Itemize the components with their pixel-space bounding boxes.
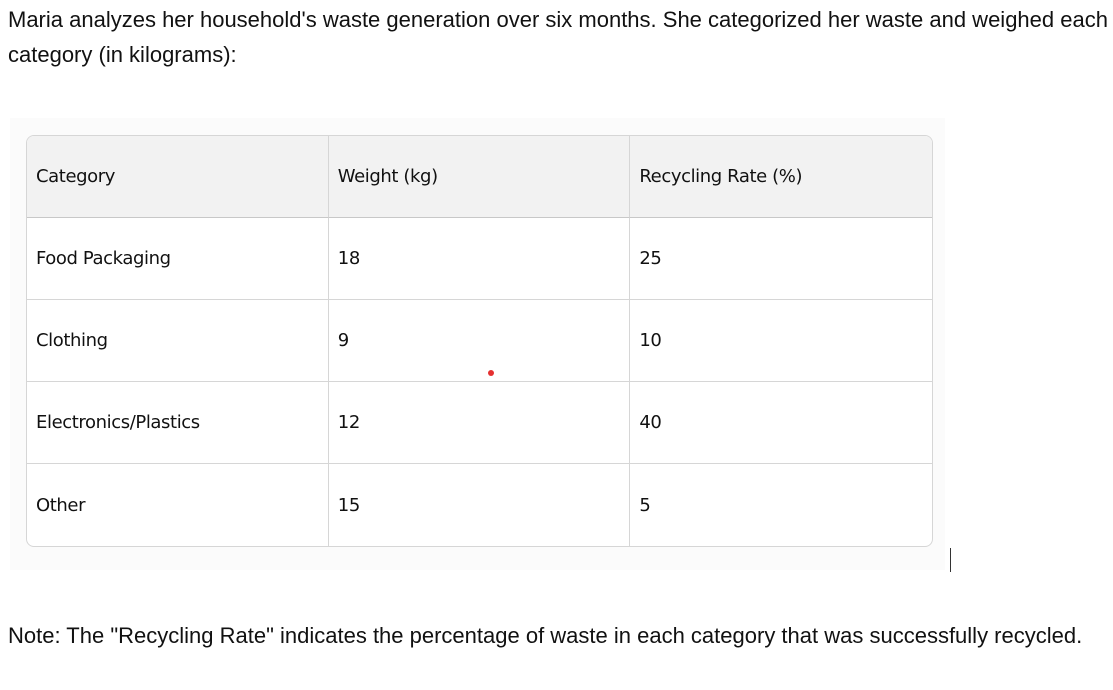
table-head: Category Weight (kg) Recycling Rate (%) — [27, 136, 932, 218]
table-cell: 12 — [328, 382, 631, 464]
table-cell: 5 — [639, 494, 651, 516]
table-cell: 25 — [630, 218, 932, 300]
pointer-dot — [488, 370, 494, 376]
table-cell: 18 — [328, 218, 631, 300]
table-row: Clothing 9 10 — [27, 300, 932, 382]
table-cell: 10 — [630, 300, 932, 382]
table-cell: 15 — [329, 464, 631, 546]
intro-text: Maria analyzes her household's waste gen… — [8, 7, 1108, 67]
header-row: Category Weight (kg) Recycling Rate (%) — [27, 136, 932, 218]
table-body: Food Packaging 18 25 Clothing 9 10 Electronics… — [27, 218, 932, 546]
table-cell: Food Packaging — [27, 218, 329, 300]
table-row: Electronics/Plastics 12 40 — [27, 382, 932, 464]
table-cell: Clothing — [27, 300, 329, 382]
header-cell: Recycling Rate (%) — [630, 136, 932, 218]
table-row: Other 15 5 — [27, 464, 932, 546]
text-cursor — [950, 548, 951, 572]
table-cell: 9 — [328, 300, 631, 382]
table-row: Food Packaging 18 25 — [27, 218, 932, 300]
data-table: Category Weight (kg) Recycling Rate (%) Fo… — [26, 135, 933, 547]
table-cell: Other — [27, 464, 329, 546]
header-cell: Weight (kg) — [328, 136, 631, 218]
table-cell: Electronics/Plastics — [27, 382, 329, 464]
table-cell: 40 — [630, 382, 932, 464]
header-cell: Category — [27, 136, 329, 218]
note-text: Note: The "Recycling Rate" indicates the… — [8, 623, 1083, 648]
